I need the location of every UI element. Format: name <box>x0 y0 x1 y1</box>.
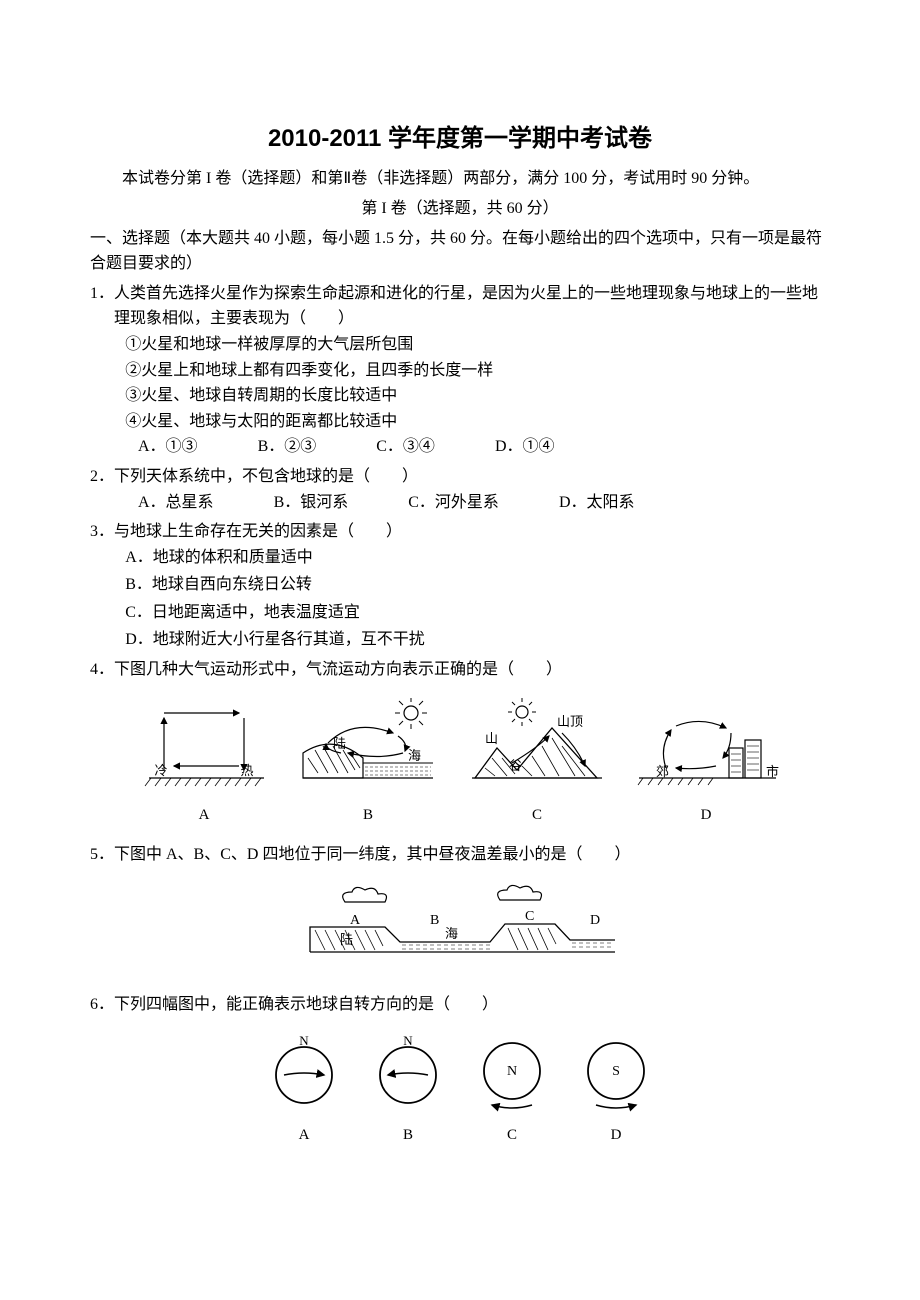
q3-opt-d: D．地球附近大小行星各行其道，互不干扰 <box>125 627 830 653</box>
q2-text: 2．下列天体系统中，不包含地球的是（ ） <box>90 464 830 490</box>
q4-fig-c: 山 谷 山顶 C <box>467 698 607 827</box>
q2-opt-c: C．河外星系 <box>408 490 499 516</box>
q4-text: 4．下图几种大气运动形式中，气流运动方向表示正确的是（ ） <box>90 657 830 683</box>
q3-opt-b: B．地球自西向东绕日公转 <box>125 572 830 598</box>
section1-header: 第 I 卷（选择题，共 60 分） <box>90 196 830 222</box>
q6-figures: N A N B N C <box>90 1033 830 1147</box>
q6-text: 6．下列四幅图中，能正确表示地球自转方向的是（ ） <box>90 992 830 1018</box>
q2-opt-d: D．太阳系 <box>559 490 635 516</box>
q4-label-c: C <box>467 803 607 827</box>
q2-opt-a: A．总星系 <box>138 490 214 516</box>
q5-text: 5．下图中 A、B、C、D 四地位于同一纬度，其中昼夜温差最小的是（ ） <box>90 842 830 868</box>
q1-sub4: ④火星、地球与太阳的距离都比较适中 <box>90 409 830 435</box>
q6-label-b: B <box>368 1123 448 1147</box>
svg-text:陆: 陆 <box>340 932 353 947</box>
svg-text:热: 热 <box>240 763 253 778</box>
question-5: 5．下图中 A、B、C、D 四地位于同一纬度，其中昼夜温差最小的是（ ） <box>90 842 830 978</box>
exam-intro: 本试卷分第 I 卷（选择题）和第Ⅱ卷（非选择题）两部分，满分 100 分，考试用… <box>90 166 830 192</box>
svg-text:S: S <box>612 1064 620 1079</box>
q6-fig-c: N C <box>472 1033 552 1147</box>
question-6: 6．下列四幅图中，能正确表示地球自转方向的是（ ） N A N B <box>90 992 830 1147</box>
svg-text:山顶: 山顶 <box>557 714 583 729</box>
q3-options: A．地球的体积和质量适中 B．地球自西向东绕日公转 C．日地距离适中，地表温度适… <box>90 545 830 653</box>
q2-opt-b: B．银河系 <box>274 490 349 516</box>
q4-fig-a: 冷 热 A <box>139 698 269 827</box>
q4-label-d: D <box>631 803 781 827</box>
svg-text:B: B <box>430 913 439 928</box>
q1-options: A．①③ B．②③ C．③④ D．①④ <box>90 434 830 460</box>
svg-text:谷: 谷 <box>509 758 522 773</box>
svg-text:D: D <box>590 913 600 928</box>
q4-fig-d: 郊 市 D <box>631 698 781 827</box>
q6-label-d: D <box>576 1123 656 1147</box>
q1-sub1: ①火星和地球一样被厚厚的大气层所包围 <box>90 332 830 358</box>
q3-opt-a: A．地球的体积和质量适中 <box>125 545 830 571</box>
exam-title: 2010-2011 学年度第一学期中考试卷 <box>90 120 830 158</box>
svg-text:海: 海 <box>408 748 421 763</box>
q1-sub2: ②火星上和地球上都有四季变化，且四季的长度一样 <box>90 358 830 384</box>
section1-instruction: 一、选择题（本大题共 40 小题，每小题 1.5 分，共 60 分。在每小题给出… <box>90 226 830 277</box>
svg-text:海: 海 <box>445 926 458 941</box>
q6-fig-d: S D <box>576 1033 656 1147</box>
q1-opt-c: C．③④ <box>376 434 435 460</box>
question-3: 3．与地球上生命存在无关的因素是（ ） A．地球的体积和质量适中 B．地球自西向… <box>90 519 830 653</box>
svg-text:冷: 冷 <box>154 763 167 778</box>
q4-label-a: A <box>139 803 269 827</box>
q3-opt-c: C．日地距离适中，地表温度适宜 <box>125 600 830 626</box>
q1-opt-b: B．②③ <box>258 434 317 460</box>
svg-text:陆: 陆 <box>333 736 346 751</box>
question-1: 1．人类首先选择火星作为探索生命起源和进化的行星，是因为火星上的一些地理现象与地… <box>90 281 830 460</box>
q1-text: 1．人类首先选择火星作为探索生命起源和进化的行星，是因为火星上的一些地理现象与地… <box>90 281 830 332</box>
question-2: 2．下列天体系统中，不包含地球的是（ ） A．总星系 B．银河系 C．河外星系 … <box>90 464 830 515</box>
q4-figures: 冷 热 A <box>90 698 830 827</box>
svg-text:郊: 郊 <box>656 764 669 779</box>
q6-label-c: C <box>472 1123 552 1147</box>
q4-label-b: B <box>293 803 443 827</box>
svg-text:C: C <box>525 909 534 924</box>
svg-text:N: N <box>403 1033 413 1048</box>
q1-opt-d: D．①④ <box>495 434 555 460</box>
svg-text:市: 市 <box>766 764 779 779</box>
q2-options: A．总星系 B．银河系 C．河外星系 D．太阳系 <box>90 490 830 516</box>
svg-text:山: 山 <box>485 731 498 746</box>
svg-text:N: N <box>299 1033 309 1048</box>
svg-text:A: A <box>350 913 361 928</box>
q6-fig-a: N A <box>264 1033 344 1147</box>
q6-fig-b: N B <box>368 1033 448 1147</box>
q1-opt-a: A．①③ <box>138 434 198 460</box>
q4-fig-b: 陆 海 B <box>293 698 443 827</box>
q1-sub3: ③火星、地球自转周期的长度比较适中 <box>90 383 830 409</box>
q3-text: 3．与地球上生命存在无关的因素是（ ） <box>90 519 830 545</box>
q5-figure: A B C D 陆 海 <box>90 882 830 977</box>
svg-text:N: N <box>507 1064 517 1079</box>
question-4: 4．下图几种大气运动形式中，气流运动方向表示正确的是（ ） <box>90 657 830 827</box>
q6-label-a: A <box>264 1123 344 1147</box>
